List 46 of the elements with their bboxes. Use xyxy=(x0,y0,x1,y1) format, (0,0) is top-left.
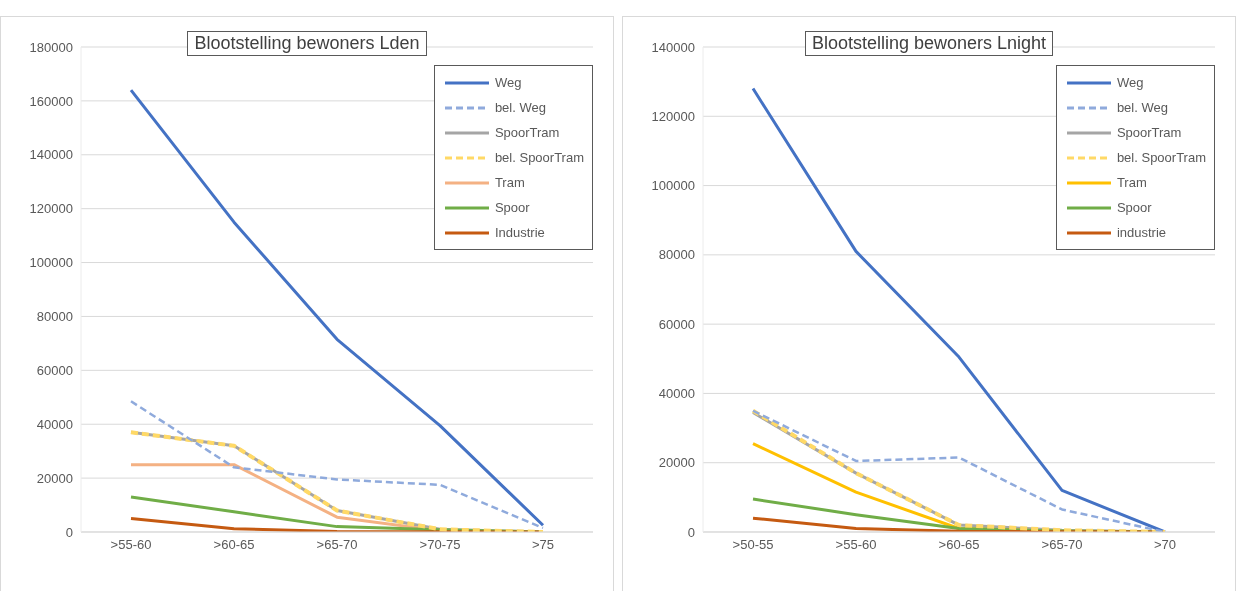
y-tick-label: 20000 xyxy=(36,470,73,486)
y-tick-label: 120000 xyxy=(29,201,73,217)
y-tick-label: 100000 xyxy=(29,255,73,271)
x-tick-label: >60-65 xyxy=(938,537,980,553)
legend-label: Weg xyxy=(494,75,522,90)
legend-label: Weg xyxy=(1116,75,1144,90)
y-tick-label: 180000 xyxy=(29,39,73,55)
legend-label: bel. SpoorTram xyxy=(494,150,584,165)
legend-label: Tram xyxy=(494,175,525,190)
y-tick-label: 40000 xyxy=(36,416,73,432)
y-tick-label: 120000 xyxy=(651,108,695,124)
y-tick-label: 0 xyxy=(65,524,73,540)
legend-label: Spoor xyxy=(494,200,530,215)
x-tick-label: >65-70 xyxy=(316,537,358,553)
y-tick-label: 160000 xyxy=(29,93,73,109)
x-tick-label: >70 xyxy=(1153,537,1177,553)
legend-label: bel. Weg xyxy=(1116,100,1168,115)
y-tick-label: 40000 xyxy=(658,386,695,402)
line-series xyxy=(129,430,545,532)
x-tick-label: >75 xyxy=(531,537,555,553)
legend-label: Tram xyxy=(1116,175,1147,190)
x-tick-label: >70-75 xyxy=(419,537,461,553)
y-tick-label: 80000 xyxy=(658,247,695,263)
y-tick-label: 20000 xyxy=(658,455,695,471)
x-tick-label: >55-60 xyxy=(835,537,877,553)
chart-title: Blootstelling bewoners Lnight xyxy=(804,31,1054,56)
y-tick-label: 140000 xyxy=(651,39,695,55)
legend-label: SpoorTram xyxy=(1116,125,1182,140)
legend-label: Industrie xyxy=(494,225,545,240)
line-series xyxy=(129,400,545,530)
x-tick-label: >50-55 xyxy=(732,537,774,553)
y-tick-label: 60000 xyxy=(658,316,695,332)
chart-title: Blootstelling bewoners Lden xyxy=(187,31,427,56)
legend-label: industrie xyxy=(1116,225,1167,240)
x-tick-label: >60-65 xyxy=(213,537,255,553)
y-tick-label: 80000 xyxy=(36,309,73,325)
legend-label: bel. Weg xyxy=(494,100,546,115)
legend-label: SpoorTram xyxy=(494,125,560,140)
y-tick-label: 0 xyxy=(687,524,695,540)
legend-label: bel. SpoorTram xyxy=(1116,150,1206,165)
y-tick-label: 140000 xyxy=(29,147,73,163)
legend-label: Spoor xyxy=(1116,200,1152,215)
y-tick-label: 100000 xyxy=(651,178,695,194)
x-tick-label: >65-70 xyxy=(1041,537,1083,553)
y-tick-label: 60000 xyxy=(36,362,73,378)
x-tick-label: >55-60 xyxy=(110,537,152,553)
